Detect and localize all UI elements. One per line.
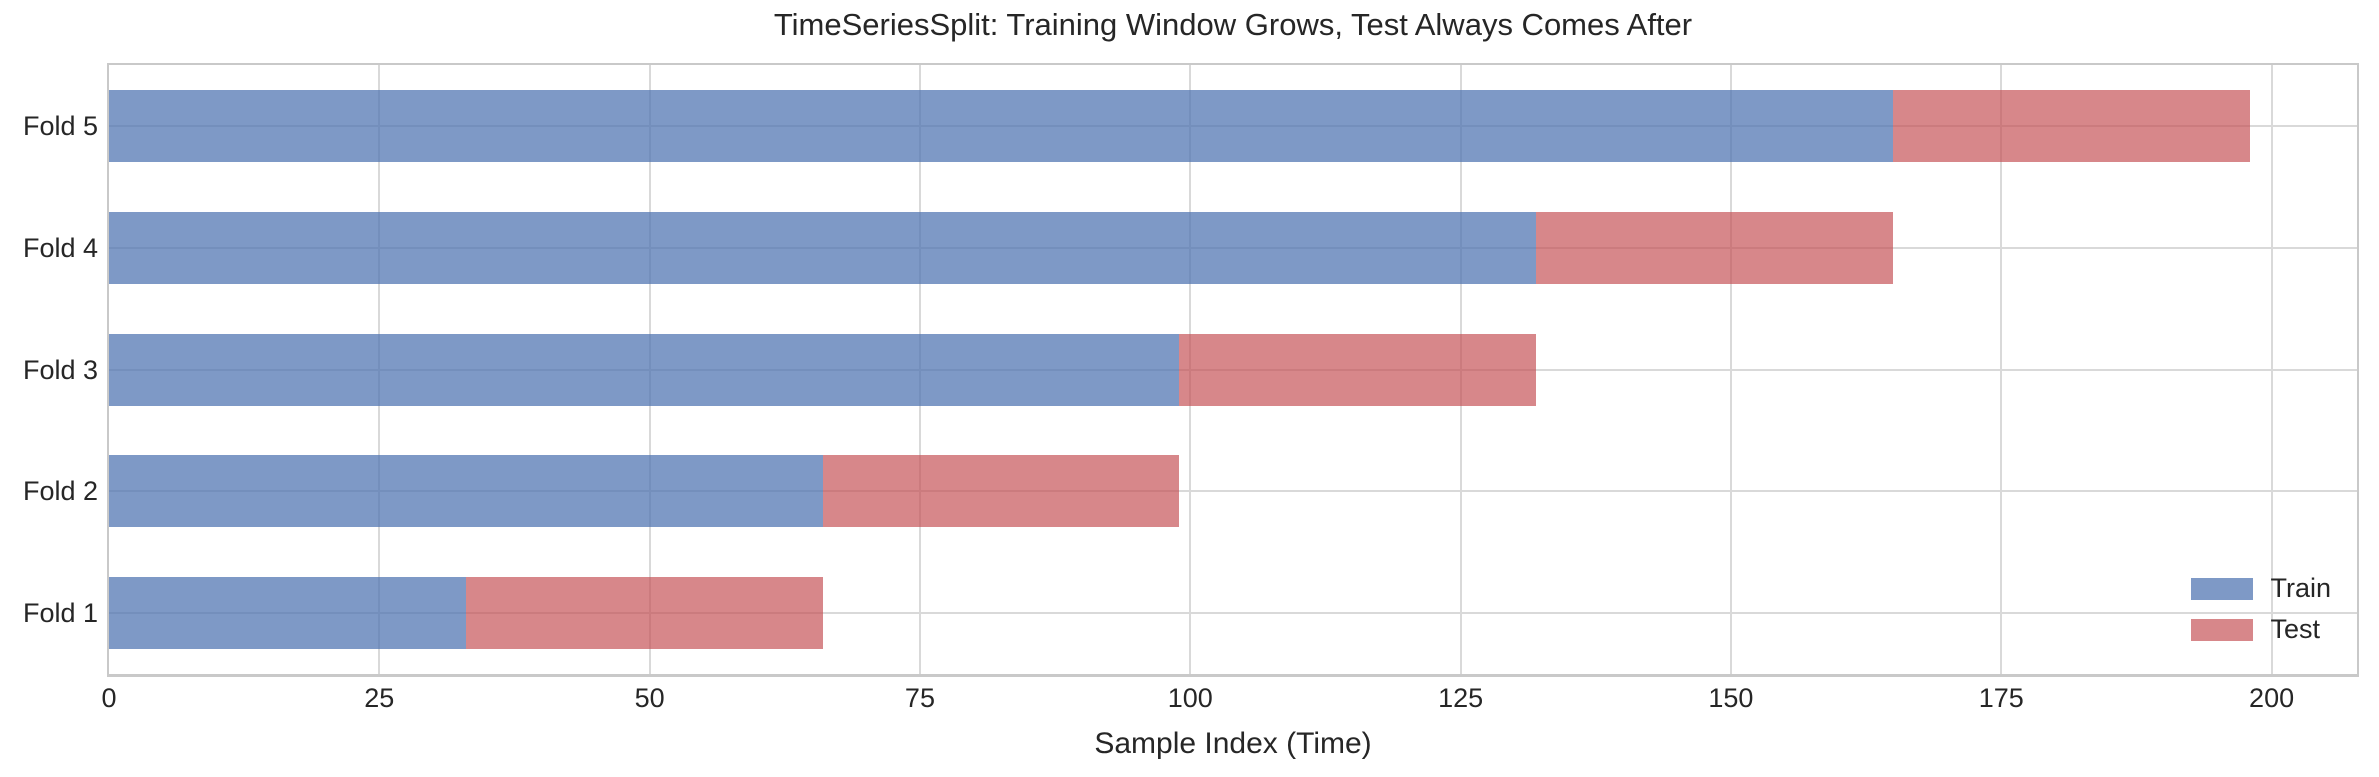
legend-row-train: Train	[2191, 575, 2331, 602]
ytick-label-fold-3: Fold 3	[22, 354, 98, 385]
bar-test-fold-5	[1893, 89, 2250, 162]
gridline-horizontal-fold-1	[109, 612, 2357, 615]
plot-area	[107, 63, 2359, 677]
bar-train-fold-2	[109, 455, 823, 528]
bar-test-fold-4	[1536, 211, 1894, 284]
ytick-label-fold-2: Fold 2	[22, 476, 98, 507]
legend-label-test: Test	[2270, 614, 2321, 644]
legend-row-test: Test	[2191, 616, 2331, 643]
xtick-label-175: 175	[1978, 683, 2024, 713]
xtick-label-25: 25	[364, 683, 395, 713]
ytick-label-fold-5: Fold 5	[22, 110, 98, 141]
bar-test-fold-2	[822, 455, 1180, 528]
plot-inner	[109, 65, 2357, 674]
bar-test-fold-1	[465, 577, 823, 650]
legend-label-train: Train	[2270, 573, 2331, 603]
xtick-label-75: 75	[904, 683, 935, 713]
xtick-label-200: 200	[2249, 683, 2295, 713]
bar-train-fold-5	[109, 89, 1894, 162]
ytick-label-fold-4: Fold 4	[22, 232, 98, 263]
xtick-label-0: 0	[101, 683, 117, 713]
xtick-label-150: 150	[1708, 683, 1754, 713]
legend-swatch-train	[2191, 577, 2254, 600]
xtick-label-50: 50	[634, 683, 665, 713]
ytick-label-fold-1: Fold 1	[22, 598, 98, 629]
bar-train-fold-1	[109, 577, 466, 650]
bar-test-fold-3	[1179, 333, 1537, 406]
gridline-horizontal-fold-2	[109, 490, 2357, 493]
legend-swatch-test	[2191, 618, 2254, 641]
bar-train-fold-4	[109, 211, 1537, 284]
bar-train-fold-3	[109, 333, 1180, 406]
x-axis-label: Sample Index (Time)	[1094, 727, 1372, 760]
legend: Train Test	[2191, 575, 2331, 643]
xtick-label-125: 125	[1438, 683, 1484, 713]
xtick-label-100: 100	[1167, 683, 1213, 713]
chart-title: TimeSeriesSplit: Training Window Grows, …	[773, 7, 1693, 42]
